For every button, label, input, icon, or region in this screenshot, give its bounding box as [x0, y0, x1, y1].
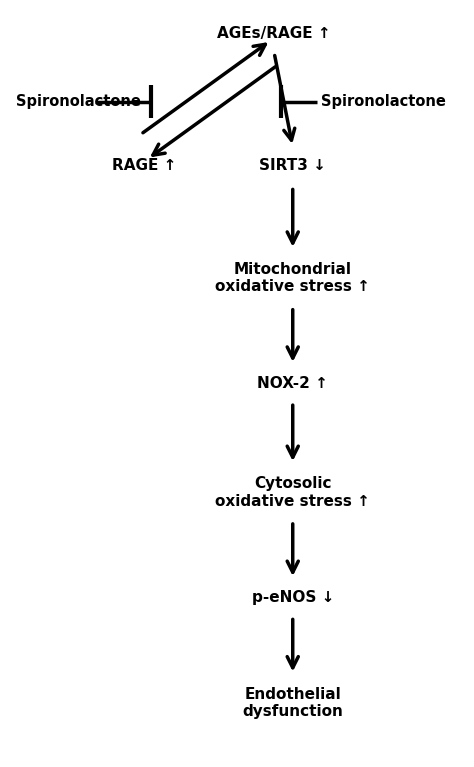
Text: Spironolactone: Spironolactone	[16, 94, 141, 109]
Text: AGEs/RAGE ↑: AGEs/RAGE ↑	[218, 27, 331, 41]
Text: RAGE ↑: RAGE ↑	[112, 158, 176, 173]
Text: SIRT3 ↓: SIRT3 ↓	[259, 158, 326, 173]
Text: NOX-2 ↑: NOX-2 ↑	[257, 376, 328, 391]
Text: Cytosolic
oxidative stress ↑: Cytosolic oxidative stress ↑	[215, 476, 370, 509]
Text: Mitochondrial
oxidative stress ↑: Mitochondrial oxidative stress ↑	[215, 262, 370, 295]
Text: p-eNOS ↓: p-eNOS ↓	[252, 591, 334, 605]
Text: Spironolactone: Spironolactone	[320, 94, 446, 109]
Text: Endothelial
dysfunction: Endothelial dysfunction	[242, 686, 343, 719]
